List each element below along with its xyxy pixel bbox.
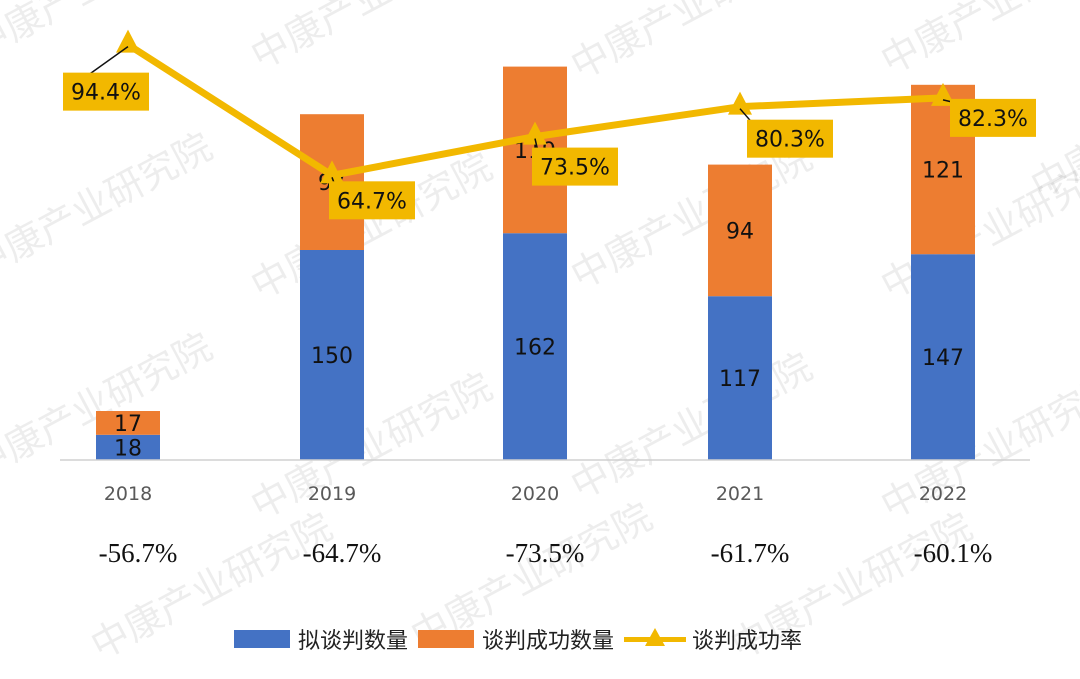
bar-planned-label: 162 — [514, 336, 556, 361]
legend-label-success: 谈判成功数量 — [482, 629, 615, 654]
legend: 拟谈判数量 谈判成功数量 谈判成功率 — [234, 624, 812, 654]
x-tick-labels: 2018 2019 2020 2021 2022 — [104, 483, 967, 505]
watermark-text: 中康产业研究院 — [0, 0, 219, 68]
rate-label-box — [532, 147, 618, 186]
yoy-change-row: -56.7% -64.7% -73.5% -61.7% -60.1% — [0, 538, 1080, 578]
legend-label-rate: 谈判成功率 — [692, 629, 803, 654]
bar-success-label: 121 — [922, 159, 964, 184]
yoy-change-label: -56.7% — [98, 538, 178, 568]
bar-planned — [96, 434, 160, 460]
x-tick-label: 2019 — [308, 483, 356, 505]
rate-label-box — [329, 181, 415, 220]
watermark-text: 中康产业研究院 — [244, 0, 500, 78]
watermark-text: 中康产业研究院 — [564, 0, 820, 88]
rate-label-box — [950, 98, 1036, 137]
rate-label-box — [63, 72, 149, 111]
legend-swatch-success — [418, 630, 475, 648]
x-tick-label: 2020 — [511, 483, 559, 505]
triangle-icon — [645, 628, 666, 646]
bar-success — [708, 164, 772, 297]
watermark-text: 中康产业研究院 — [874, 0, 1080, 83]
bar-planned — [911, 254, 975, 460]
rate-marker — [728, 91, 752, 115]
rate-marker — [116, 29, 140, 53]
x-tick-label: 2022 — [919, 483, 967, 505]
watermark-text: 中康产业研究院 — [874, 364, 1080, 528]
yoy-change-label: -61.7% — [710, 538, 790, 568]
rate-label: 73.5% — [540, 156, 610, 181]
bar-planned-label: 18 — [114, 436, 142, 461]
rate-leader-line — [85, 46, 129, 78]
rate-marker — [931, 82, 955, 106]
watermark-text: 中康产业研究院 — [564, 344, 820, 508]
bar-planned — [503, 233, 567, 460]
bar-success — [96, 411, 160, 435]
legend-label-planned: 拟谈判数量 — [298, 629, 409, 654]
bar-layer: 18171509716211911794147121 — [96, 66, 975, 461]
rate-marker — [523, 121, 547, 145]
bar-success-label: 17 — [114, 412, 142, 437]
legend-swatch-planned — [234, 630, 290, 648]
legend-line-marker — [624, 628, 687, 650]
bar-planned-label: 150 — [311, 344, 353, 369]
legend-item-planned: 拟谈判数量 — [234, 623, 408, 655]
bar-success-label: 94 — [726, 219, 754, 244]
legend-item-success: 谈判成功数量 — [418, 623, 614, 655]
yoy-change-label: -60.1% — [913, 538, 993, 568]
rate-line-layer: 94.4% 64.7% 73.5% 80.3% 82.3% — [63, 29, 1036, 220]
yoy-change-label: -64.7% — [302, 538, 382, 568]
bar-planned-label: 117 — [719, 367, 761, 392]
x-tick-label: 2018 — [104, 483, 152, 505]
rate-label: 82.3% — [958, 107, 1028, 132]
yoy-change-label: -73.5% — [505, 538, 585, 568]
legend-item-rate: 谈判成功率 — [624, 623, 802, 655]
rate-marker — [320, 160, 344, 184]
bar-planned — [708, 296, 772, 460]
watermark-text: 中康产业研究院 — [244, 364, 500, 528]
rate-label: 80.3% — [755, 128, 825, 153]
rate-label: 64.7% — [337, 189, 407, 214]
watermark-text: 中康产业研究院 — [0, 324, 219, 488]
watermark-text: 中康产业研究院 — [0, 124, 219, 288]
bar-planned-label: 147 — [922, 346, 964, 371]
bar-planned — [300, 250, 364, 460]
rate-label-box — [747, 119, 833, 158]
x-tick-label: 2021 — [716, 483, 764, 505]
rate-label: 94.4% — [71, 81, 141, 106]
